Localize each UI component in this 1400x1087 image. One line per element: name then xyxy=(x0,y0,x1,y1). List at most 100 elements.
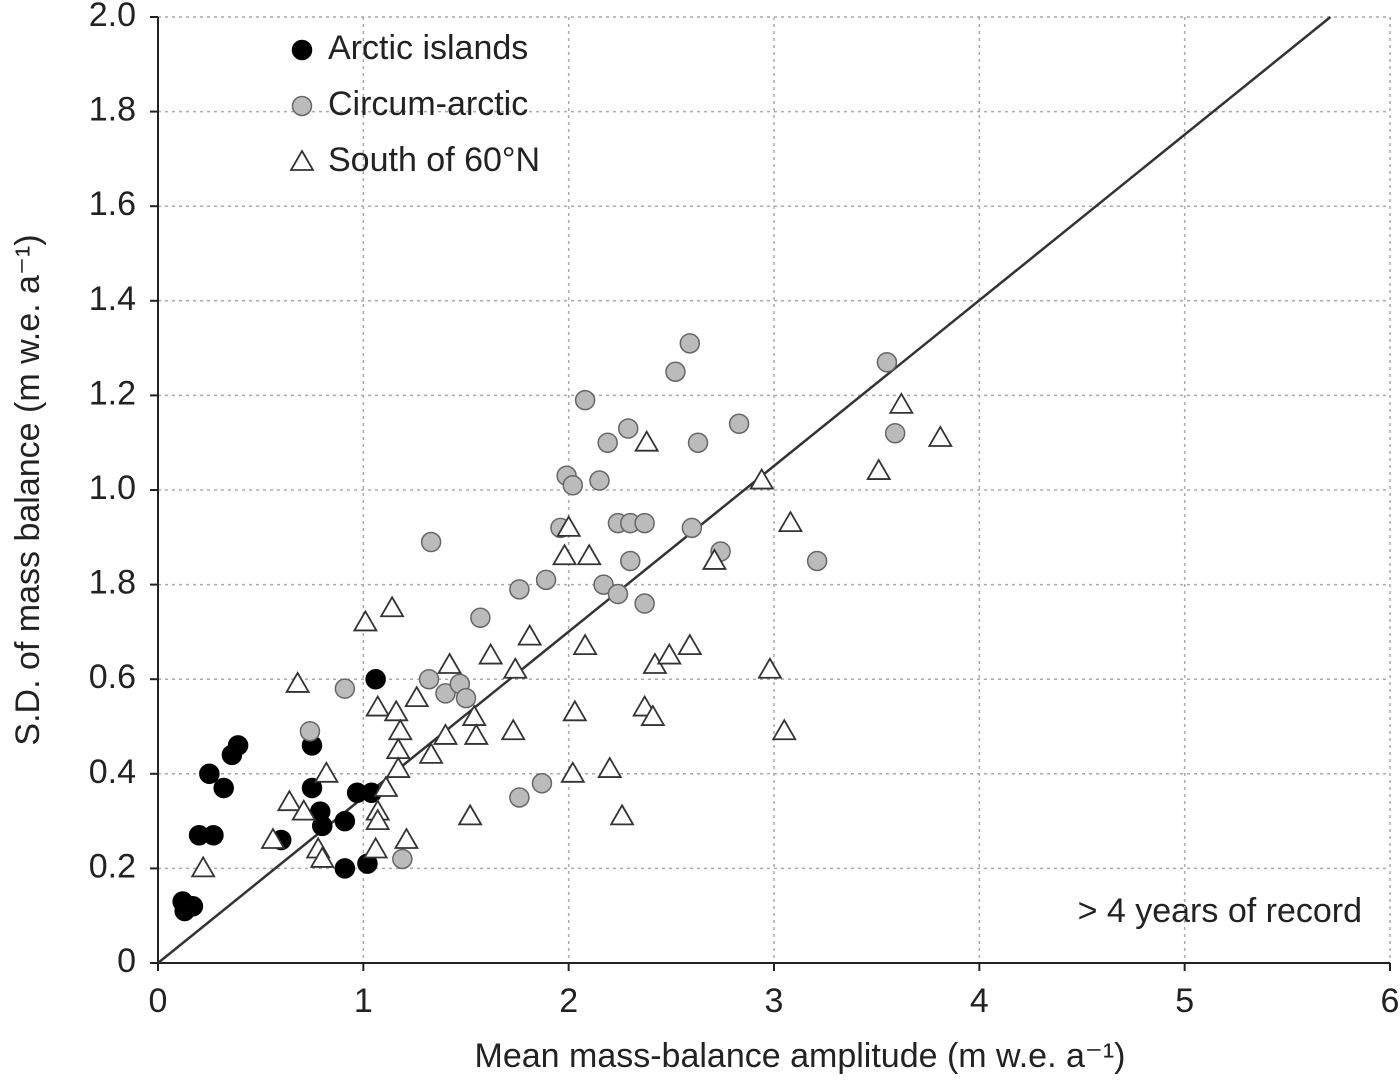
point xyxy=(597,432,618,453)
annotation: > 4 years of record xyxy=(1078,892,1362,930)
point xyxy=(432,723,459,745)
point xyxy=(777,510,803,533)
point xyxy=(387,718,413,741)
point xyxy=(461,704,487,726)
legend-marker xyxy=(289,149,315,171)
point xyxy=(562,699,588,722)
legend-label: Circum-arctic xyxy=(328,85,528,123)
point xyxy=(634,429,660,452)
point xyxy=(617,418,639,439)
point xyxy=(556,515,582,537)
point xyxy=(299,720,321,742)
x-axis-label: Mean mass-balance amplitude (m w.e. a⁻¹) xyxy=(475,1037,1126,1075)
point xyxy=(665,361,686,382)
point xyxy=(352,609,378,632)
point xyxy=(607,583,629,605)
point xyxy=(679,333,701,354)
point xyxy=(365,668,386,690)
point xyxy=(365,808,391,830)
point xyxy=(404,685,430,708)
point xyxy=(884,422,906,444)
point xyxy=(634,512,655,534)
point xyxy=(757,656,783,679)
y-tick-label: 1.8 xyxy=(89,91,136,129)
x-tick-label: 2 xyxy=(559,982,578,1020)
point xyxy=(509,787,530,808)
y-tick-label: 1.6 xyxy=(89,185,136,223)
y-tick-label: 1.0 xyxy=(89,469,136,507)
point xyxy=(190,855,216,878)
point xyxy=(276,789,302,812)
y-tick-label: 1.8 xyxy=(89,564,136,602)
point xyxy=(572,633,598,655)
point xyxy=(470,607,491,628)
point xyxy=(301,777,323,799)
point xyxy=(392,848,413,870)
legend-marker xyxy=(291,39,313,61)
point xyxy=(385,756,411,778)
point xyxy=(593,574,614,595)
point xyxy=(478,642,504,665)
point xyxy=(312,815,333,837)
point xyxy=(681,517,703,539)
y-tick-label: 1.4 xyxy=(89,280,136,318)
point xyxy=(620,550,641,572)
point xyxy=(502,656,528,679)
point xyxy=(457,803,483,826)
point xyxy=(260,827,286,849)
point xyxy=(309,846,335,868)
point xyxy=(203,825,224,846)
point xyxy=(677,633,703,655)
point xyxy=(379,595,405,618)
point xyxy=(609,803,635,826)
point xyxy=(531,773,553,794)
point xyxy=(888,392,914,414)
x-tick-label: 0 xyxy=(149,982,168,1020)
point xyxy=(806,550,828,572)
point xyxy=(418,668,440,690)
legend-label: Arctic islands xyxy=(328,29,528,67)
point xyxy=(560,761,586,783)
point xyxy=(656,642,682,665)
x-tick-label: 5 xyxy=(1175,982,1194,1020)
point xyxy=(551,543,578,566)
reference-line xyxy=(157,16,1332,964)
point xyxy=(574,389,596,411)
point xyxy=(435,683,456,704)
point xyxy=(728,413,750,435)
y-tick-label: 0.2 xyxy=(89,847,136,885)
point xyxy=(535,569,557,591)
point xyxy=(334,678,356,699)
point xyxy=(383,699,409,722)
point xyxy=(866,458,892,480)
y-tick-label: 0.6 xyxy=(89,658,136,696)
point xyxy=(749,467,775,490)
point xyxy=(463,723,489,745)
point xyxy=(562,475,584,496)
point xyxy=(640,704,666,726)
point xyxy=(517,623,543,646)
point xyxy=(634,593,655,614)
point xyxy=(509,579,530,600)
legend-label: South of 60°N xyxy=(328,141,540,179)
x-tick-label: 1 xyxy=(354,982,373,1020)
x-tick-label: 3 xyxy=(765,982,784,1020)
y-tick-label: 0 xyxy=(117,942,136,980)
y-tick-label: 1.2 xyxy=(89,374,136,412)
point xyxy=(174,900,195,922)
point xyxy=(363,836,389,859)
point xyxy=(701,548,728,570)
point xyxy=(500,718,526,741)
point xyxy=(285,671,311,693)
point xyxy=(334,858,356,879)
point xyxy=(227,735,249,756)
legend-marker xyxy=(291,95,313,117)
y-tick-label: 2.0 xyxy=(89,0,136,34)
point xyxy=(365,694,391,717)
point xyxy=(199,763,220,785)
point xyxy=(771,718,797,741)
point xyxy=(291,798,317,821)
point xyxy=(420,531,442,553)
point xyxy=(393,827,420,849)
point xyxy=(213,777,234,799)
